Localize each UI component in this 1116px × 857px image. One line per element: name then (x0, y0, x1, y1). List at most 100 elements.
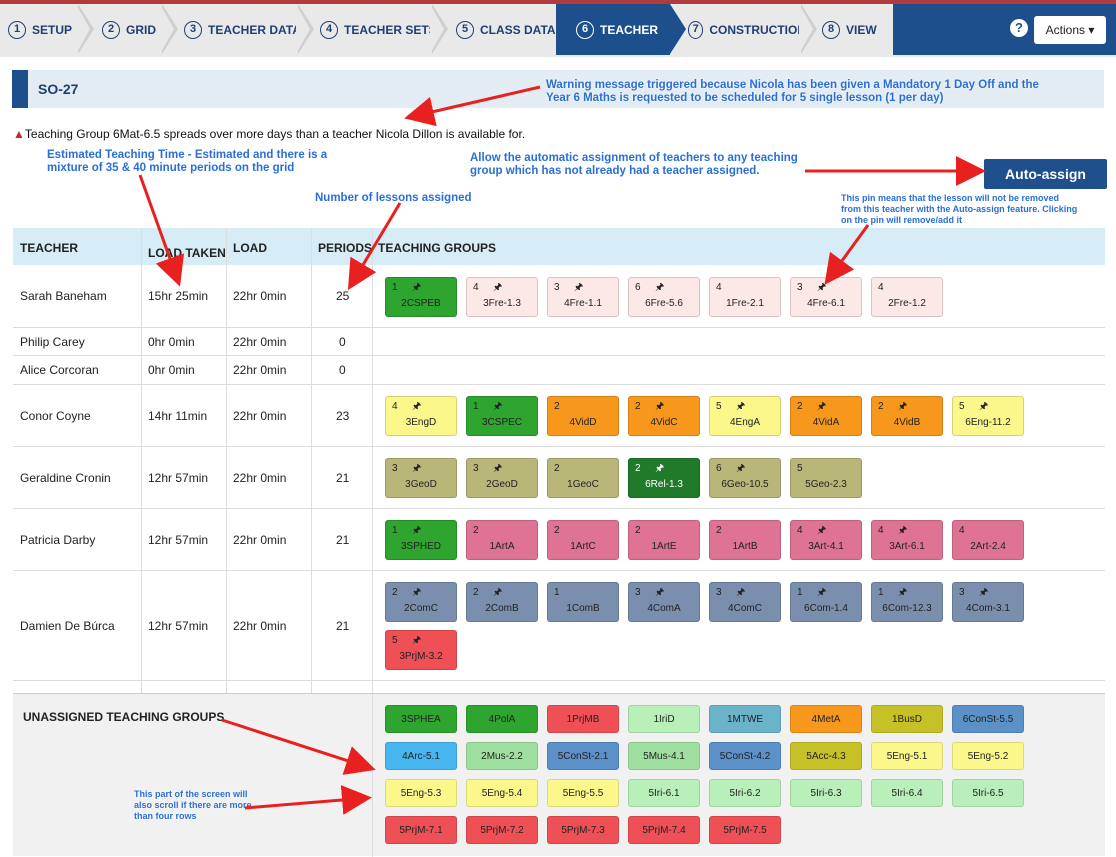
unassigned-group-chip[interactable]: 5Iri-6.1 (628, 779, 700, 807)
pin-icon[interactable]: 🖈 (493, 282, 503, 293)
teaching-group-chip[interactable]: 2 🖈 2ComB (466, 582, 538, 622)
pin-icon[interactable]: 🖈 (574, 282, 584, 293)
unassigned-group-chip[interactable]: 5Eng-5.2 (952, 742, 1024, 770)
step-teacher-sets[interactable]: 4 TEACHER SETS (312, 4, 440, 55)
unassigned-group-chip[interactable]: 5Iri-6.3 (790, 779, 862, 807)
unassigned-group-chip[interactable]: 1PrjMB (547, 705, 619, 733)
pin-icon[interactable]: 🖈 (817, 401, 827, 412)
unassigned-group-chip[interactable]: 5ConSt-4.2 (709, 742, 781, 770)
step-view[interactable]: 8 VIEW (814, 4, 890, 55)
teaching-group-chip[interactable]: 5 🖈 3PrjM-3.2 (385, 630, 457, 670)
teaching-group-chip[interactable]: 2 🖈 4VidC (628, 396, 700, 436)
pin-icon[interactable]: 🖈 (817, 282, 827, 293)
step-construction[interactable]: 7 CONSTRUCTION (680, 4, 806, 55)
teacher-name[interactable]: Patricia Darby (20, 532, 96, 547)
teaching-group-chip[interactable]: 2 🖈 2ComC (385, 582, 457, 622)
pin-icon[interactable]: 🖈 (412, 525, 422, 536)
pin-icon[interactable]: 🖈 (493, 587, 503, 598)
pin-icon[interactable]: 🖈 (655, 463, 665, 474)
unassigned-group-chip[interactable]: 1MTWE (709, 705, 781, 733)
teaching-group-chip[interactable]: 3 🖈 4Fre-1.1 (547, 277, 619, 317)
teaching-group-chip[interactable]: 4 1Fre-2.1 (709, 277, 781, 317)
teaching-group-chip[interactable]: 5 🖈 4EngA (709, 396, 781, 436)
pin-icon[interactable]: 🖈 (412, 587, 422, 598)
teaching-group-chip[interactable]: 1 🖈 2CSPEB (385, 277, 457, 317)
step-class-data[interactable]: 5 CLASS DATA (448, 4, 558, 55)
teacher-name[interactable]: Philip Carey (20, 334, 85, 349)
unassigned-group-chip[interactable]: 5Acc-4.3 (790, 742, 862, 770)
teaching-group-chip[interactable]: 3 🖈 2GeoD (466, 458, 538, 498)
pin-icon[interactable]: 🖈 (898, 587, 908, 598)
unassigned-group-chip[interactable]: 5Mus-4.1 (628, 742, 700, 770)
teaching-group-chip[interactable]: 1 🖈 3SPHED (385, 520, 457, 560)
teaching-group-chip[interactable]: 6 🖈 6Geo-10.5 (709, 458, 781, 498)
teaching-group-chip[interactable]: 6 🖈 6Fre-5.6 (628, 277, 700, 317)
auto-assign-button[interactable]: Auto-assign (984, 159, 1107, 189)
help-icon[interactable]: ? (1010, 19, 1028, 37)
teaching-group-chip[interactable]: 3 🖈 4ComC (709, 582, 781, 622)
unassigned-group-chip[interactable]: 5PrjM-7.1 (385, 816, 457, 844)
pin-icon[interactable]: 🖈 (736, 401, 746, 412)
unassigned-group-chip[interactable]: 6ConSt-5.5 (952, 705, 1024, 733)
step-teacher-data[interactable]: 3 TEACHER DATA (176, 4, 306, 55)
teaching-group-chip[interactable]: 1 🖈 6Com-1.4 (790, 582, 862, 622)
unassigned-group-chip[interactable]: 5Eng-5.1 (871, 742, 943, 770)
unassigned-group-chip[interactable]: 5PrjM-7.4 (628, 816, 700, 844)
teaching-group-chip[interactable]: 2 1ArtE (628, 520, 700, 560)
pin-icon[interactable]: 🖈 (412, 463, 422, 474)
unassigned-group-chip[interactable]: 5PrjM-7.2 (466, 816, 538, 844)
step-setup[interactable]: 1 SETUP (0, 4, 78, 55)
teaching-group-chip[interactable]: 2 🖈 4VidA (790, 396, 862, 436)
step-teacher[interactable]: 6 TEACHER (556, 4, 670, 55)
pin-icon[interactable]: 🖈 (979, 401, 989, 412)
pin-icon[interactable]: 🖈 (493, 463, 503, 474)
teaching-group-chip[interactable]: 4 🖈 3Fre-1.3 (466, 277, 538, 317)
teaching-group-chip[interactable]: 1 🖈 3CSPEC (466, 396, 538, 436)
unassigned-group-chip[interactable]: 4MetA (790, 705, 862, 733)
actions-dropdown[interactable]: Actions ▾ (1034, 16, 1106, 44)
pin-icon[interactable]: 🖈 (412, 635, 422, 646)
teaching-group-chip[interactable]: 1 1ComB (547, 582, 619, 622)
teacher-name[interactable]: Conor Coyne (20, 408, 91, 423)
teaching-group-chip[interactable]: 4 🖈 3EngD (385, 396, 457, 436)
unassigned-group-chip[interactable]: 3SPHEA (385, 705, 457, 733)
step-grid[interactable]: 2 GRID (94, 4, 164, 55)
pin-icon[interactable]: 🖈 (817, 587, 827, 598)
teaching-group-chip[interactable]: 2 1ArtA (466, 520, 538, 560)
teaching-group-chip[interactable]: 4 2Fre-1.2 (871, 277, 943, 317)
pin-icon[interactable]: 🖈 (898, 525, 908, 536)
pin-icon[interactable]: 🖈 (493, 401, 503, 412)
header-periods[interactable]: PERIODS (318, 241, 373, 255)
unassigned-group-chip[interactable]: 1BusD (871, 705, 943, 733)
unassigned-group-chip[interactable]: 5Eng-5.5 (547, 779, 619, 807)
unassigned-group-chip[interactable]: 4Arc-5.1 (385, 742, 457, 770)
unassigned-group-chip[interactable]: 5PrjM-7.3 (547, 816, 619, 844)
teaching-group-chip[interactable]: 2 1GeoC (547, 458, 619, 498)
teaching-group-chip[interactable]: 1 🖈 6Com-12.3 (871, 582, 943, 622)
teaching-group-chip[interactable]: 3 🖈 4ComA (628, 582, 700, 622)
unassigned-group-chip[interactable]: 4PolA (466, 705, 538, 733)
header-teacher[interactable]: TEACHER (20, 241, 79, 255)
pin-icon[interactable]: 🖈 (412, 401, 422, 412)
pin-icon[interactable]: 🖈 (736, 463, 746, 474)
pin-icon[interactable]: 🖈 (736, 587, 746, 598)
pin-icon[interactable]: 🖈 (412, 282, 422, 293)
teaching-group-chip[interactable]: 2 🖈 4VidB (871, 396, 943, 436)
teacher-name[interactable]: Geraldine Cronin (20, 470, 111, 485)
pin-icon[interactable]: 🖈 (655, 587, 665, 598)
teacher-name[interactable]: Sarah Baneham (20, 289, 107, 303)
teaching-group-chip[interactable]: 3 🖈 4Com-3.1 (952, 582, 1024, 622)
unassigned-group-chip[interactable]: 5PrjM-7.5 (709, 816, 781, 844)
unassigned-group-chip[interactable]: 5Iri-6.4 (871, 779, 943, 807)
unassigned-group-chip[interactable]: 1IriD (628, 705, 700, 733)
pin-icon[interactable]: 🖈 (655, 282, 665, 293)
teaching-group-chip[interactable]: 4 🖈 3Art-6.1 (871, 520, 943, 560)
pin-icon[interactable]: 🖈 (655, 401, 665, 412)
unassigned-group-chip[interactable]: 5Eng-5.4 (466, 779, 538, 807)
header-load[interactable]: LOAD (233, 241, 267, 255)
teaching-group-chip[interactable]: 2 🖈 6Rel-1.3 (628, 458, 700, 498)
teaching-group-chip[interactable]: 5 🖈 6Eng-11.2 (952, 396, 1024, 436)
teaching-group-chip[interactable]: 2 1ArtB (709, 520, 781, 560)
unassigned-group-chip[interactable]: 5Iri-6.5 (952, 779, 1024, 807)
teaching-group-chip[interactable]: 2 1ArtC (547, 520, 619, 560)
